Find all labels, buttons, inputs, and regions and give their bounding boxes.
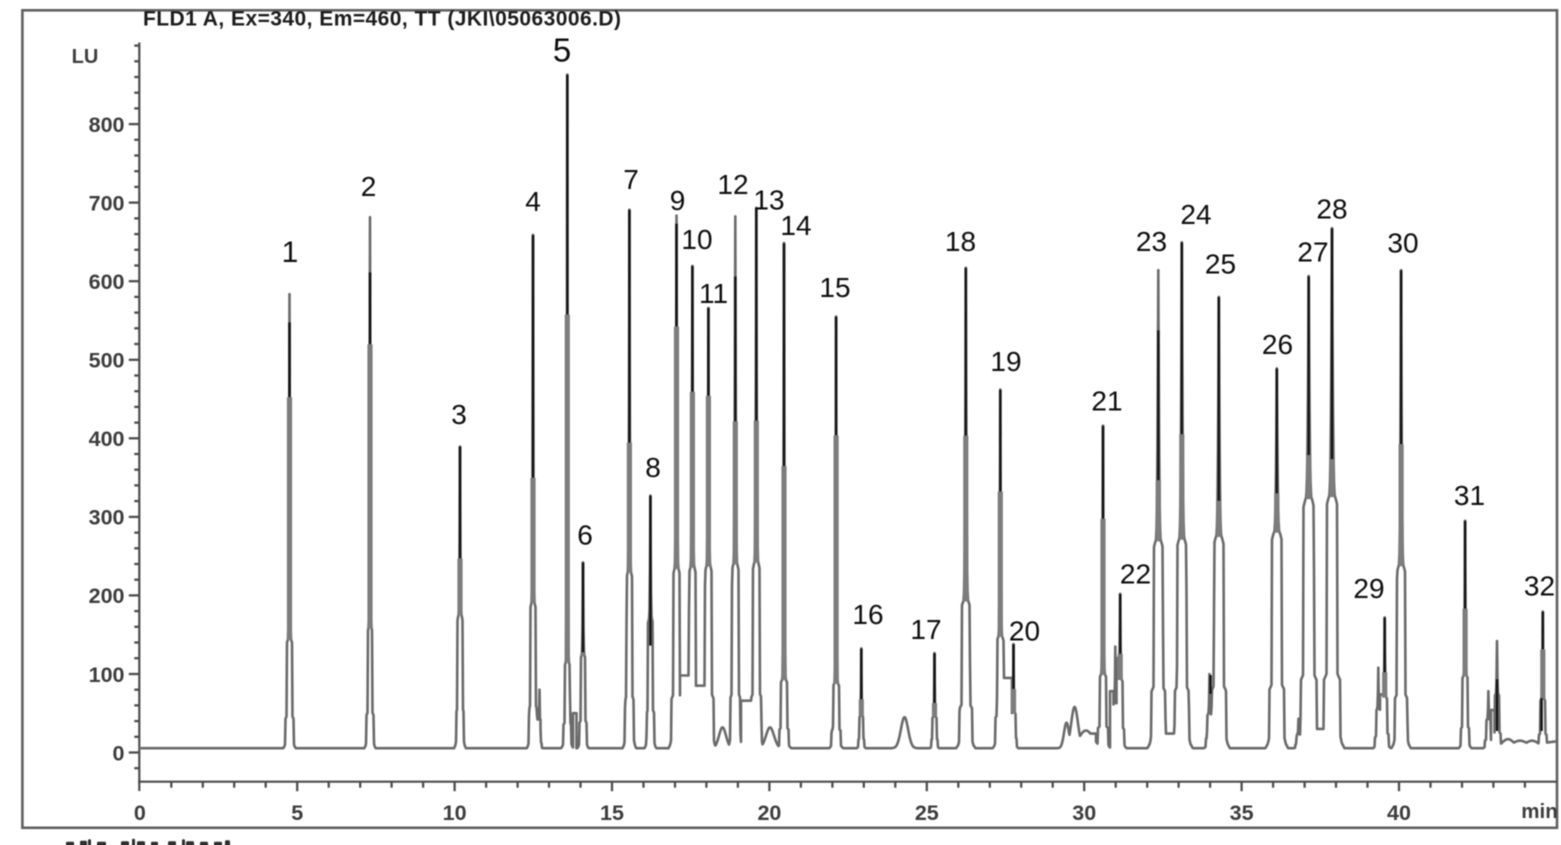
svg-text:13: 13	[753, 185, 784, 216]
svg-text:16: 16	[852, 599, 883, 630]
svg-text:19: 19	[990, 346, 1021, 377]
svg-text:32: 32	[1524, 571, 1555, 602]
svg-text:0: 0	[113, 741, 125, 765]
svg-text:21: 21	[1091, 386, 1122, 417]
svg-text:11: 11	[699, 278, 728, 309]
svg-text:24: 24	[1180, 199, 1211, 230]
svg-text:23: 23	[1136, 226, 1167, 257]
svg-text:FLD1 A, Ex=340, Em=460, TT (JK: FLD1 A, Ex=340, Em=460, TT (JKI\05063006…	[143, 8, 621, 31]
svg-text:40: 40	[1387, 801, 1411, 825]
svg-text:1: 1	[282, 236, 299, 269]
svg-text:15: 15	[600, 801, 624, 825]
svg-text:700: 700	[89, 191, 125, 215]
svg-text:30: 30	[1387, 228, 1418, 259]
svg-text:600: 600	[89, 270, 125, 294]
svg-text:100: 100	[89, 663, 125, 687]
svg-text:14: 14	[780, 210, 811, 241]
svg-text:3: 3	[451, 399, 467, 430]
svg-text:17: 17	[910, 614, 941, 645]
svg-text:5: 5	[291, 801, 303, 825]
svg-text:12: 12	[717, 169, 748, 200]
svg-text:400: 400	[89, 427, 125, 451]
svg-text:27: 27	[1297, 237, 1328, 268]
svg-text:0: 0	[134, 801, 146, 825]
svg-text:20: 20	[1009, 616, 1040, 647]
svg-text:35: 35	[1230, 801, 1254, 825]
svg-text:28: 28	[1316, 194, 1347, 225]
svg-text:5: 5	[553, 31, 571, 68]
svg-text:min: min	[1521, 800, 1557, 823]
svg-text:4: 4	[525, 186, 541, 217]
svg-text:30: 30	[1072, 801, 1096, 825]
svg-text:500: 500	[89, 349, 125, 373]
svg-text:2: 2	[361, 171, 377, 202]
svg-text:800: 800	[89, 113, 125, 137]
svg-text:22: 22	[1120, 559, 1151, 590]
svg-text:LU: LU	[72, 46, 99, 68]
svg-text:300: 300	[89, 506, 125, 530]
svg-text:8: 8	[645, 452, 661, 483]
svg-text:200: 200	[89, 584, 125, 608]
svg-text:9: 9	[670, 185, 686, 216]
svg-text:31: 31	[1454, 480, 1485, 511]
svg-text:26: 26	[1262, 329, 1293, 360]
svg-text:18: 18	[945, 226, 976, 257]
svg-text:15: 15	[819, 272, 850, 303]
svg-text:29: 29	[1353, 573, 1384, 604]
svg-text:25: 25	[1205, 249, 1236, 280]
svg-text:25: 25	[915, 801, 939, 825]
svg-text:10: 10	[443, 801, 467, 825]
svg-text:20: 20	[757, 801, 781, 825]
svg-text:6: 6	[577, 520, 593, 551]
svg-text:7: 7	[623, 164, 639, 195]
svg-text:10: 10	[681, 224, 712, 255]
